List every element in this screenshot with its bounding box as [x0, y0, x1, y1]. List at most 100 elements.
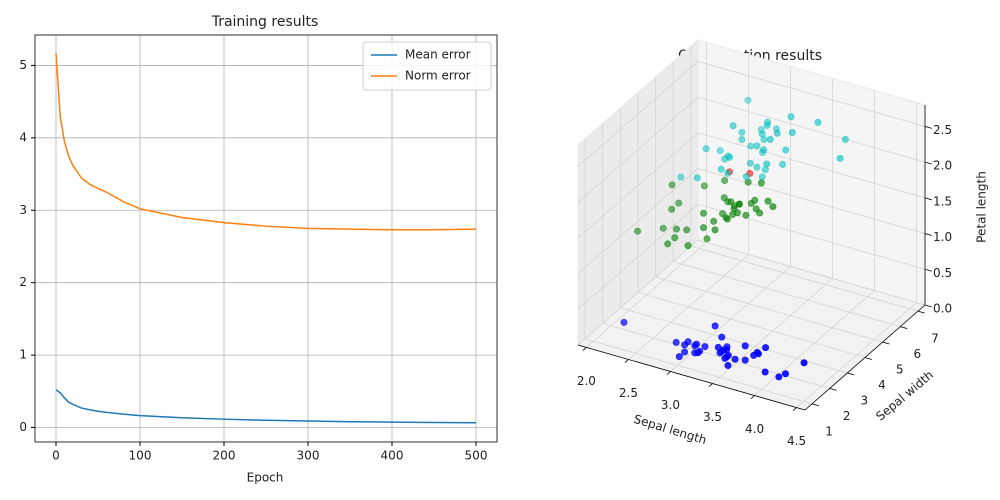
point: [672, 338, 680, 346]
point: [800, 359, 808, 367]
x-axis-label: Epoch: [247, 471, 284, 485]
point: [761, 166, 769, 174]
tick: [917, 310, 925, 314]
point: [760, 146, 768, 154]
point: [752, 205, 760, 213]
tick: [811, 403, 819, 407]
point: [724, 361, 732, 369]
x-tick-label: 2.0: [577, 374, 596, 388]
grid-line: [655, 276, 883, 343]
grid-line: [577, 168, 699, 274]
tick: [750, 395, 755, 400]
x-tick-label: 2.5: [619, 386, 638, 400]
point: [747, 142, 755, 150]
point: [744, 96, 752, 104]
point: [814, 118, 822, 126]
x-tick-label: 300: [297, 449, 320, 463]
grid-line: [620, 307, 848, 374]
point: [671, 234, 679, 242]
point: [721, 176, 729, 184]
point: [699, 224, 707, 232]
tick: [924, 197, 932, 201]
z-tick-label: 1.5: [933, 194, 952, 208]
axis-line: [804, 304, 926, 411]
y-tick-label: 3: [861, 393, 869, 407]
point: [681, 341, 689, 349]
y-tick-label: 1: [825, 424, 833, 438]
point: [711, 226, 719, 234]
y-tick-label: 3: [19, 203, 27, 217]
point: [703, 235, 711, 243]
tick: [924, 268, 932, 272]
point: [699, 209, 707, 217]
tick: [829, 387, 837, 391]
point: [673, 225, 681, 233]
point: [764, 197, 772, 205]
x-tick-label: 100: [129, 449, 152, 463]
point: [769, 203, 777, 211]
x-tick-label: 4.5: [787, 434, 806, 448]
point: [711, 322, 719, 330]
point: [721, 354, 729, 362]
tick: [864, 357, 872, 360]
point: [723, 346, 731, 354]
y-tick-label: 0: [19, 420, 27, 434]
y-tick-label: 5: [19, 58, 27, 72]
point: [775, 373, 783, 381]
x-tick-label: 3.0: [661, 398, 680, 412]
point: [742, 173, 750, 181]
point: [675, 353, 683, 361]
tick: [882, 341, 890, 345]
point: [664, 240, 672, 248]
point: [730, 205, 738, 213]
x-tick-label: 3.5: [703, 410, 722, 424]
grid-line: [690, 245, 919, 312]
point: [727, 198, 735, 206]
point: [761, 368, 769, 376]
grid-line: [697, 168, 926, 234]
z-tick-label: 2.5: [933, 123, 952, 137]
point: [723, 215, 731, 223]
point: [841, 135, 849, 143]
point: [683, 226, 691, 234]
point: [741, 356, 749, 364]
y-tick-label: 7: [931, 332, 939, 346]
point: [753, 142, 761, 150]
point: [659, 224, 667, 232]
point: [782, 146, 790, 154]
x-tick-label: 200: [213, 449, 236, 463]
point: [755, 350, 763, 358]
point: [836, 154, 844, 162]
point: [702, 145, 710, 153]
point: [735, 200, 743, 208]
tick: [666, 371, 671, 375]
grid-line: [697, 132, 926, 199]
point: [710, 217, 718, 225]
grid-line: [602, 322, 830, 389]
point: [753, 163, 761, 171]
point: [716, 147, 724, 155]
tick: [847, 372, 855, 376]
y-tick-label: 4: [878, 378, 886, 392]
tick: [924, 126, 932, 129]
point: [763, 121, 771, 129]
point: [694, 349, 702, 357]
x-tick-label: 500: [465, 449, 488, 463]
point: [720, 194, 728, 202]
grid-line: [577, 203, 699, 310]
y-tick-label: 2: [843, 409, 851, 423]
point: [700, 182, 708, 190]
z-tick-label: 0.5: [933, 266, 952, 280]
tick: [792, 407, 797, 412]
point: [742, 211, 750, 219]
x-tick-label: 0: [52, 449, 60, 463]
point: [681, 348, 689, 356]
axis-line: [577, 344, 806, 411]
tick: [924, 304, 932, 308]
point: [718, 333, 726, 341]
point: [762, 344, 770, 352]
point: [724, 169, 732, 177]
point: [701, 343, 709, 351]
x-tick-label: 4.0: [745, 422, 764, 436]
